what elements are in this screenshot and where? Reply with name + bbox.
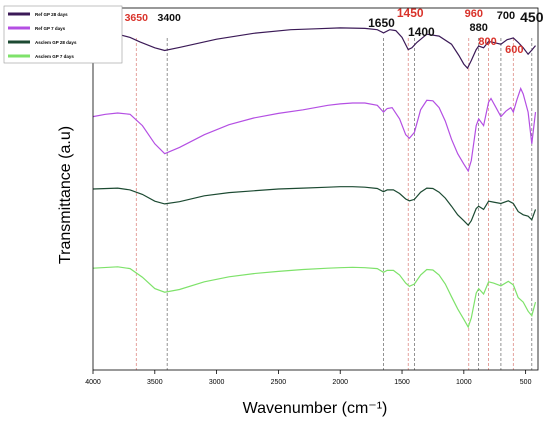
x-tick-label-3500: 3500 xyxy=(147,379,163,386)
band-guide-lines xyxy=(135,38,533,370)
series-line-1 xyxy=(92,27,536,70)
x-tick-label-4000: 4000 xyxy=(85,379,101,386)
series-line-3 xyxy=(92,186,537,227)
x-tick-label-500: 500 xyxy=(520,379,532,386)
series-line-4 xyxy=(92,266,537,329)
legend-label-4: Asclem GP 7 days xyxy=(35,54,74,59)
spectra-layer xyxy=(92,27,537,329)
y-axis-label: Transmittance (a.u) xyxy=(57,126,74,264)
band-label-3400: 3400 xyxy=(157,12,181,24)
band-label-1450: 1450 xyxy=(397,6,424,20)
band-label-800: 800 xyxy=(478,36,496,48)
band-label-960: 960 xyxy=(465,8,483,20)
legend-label-3: Asclem GP 28 days xyxy=(35,40,77,45)
plot-frame xyxy=(92,7,539,371)
band-label-1650: 1650 xyxy=(368,16,395,30)
x-axis-label: Wavenumber (cm⁻¹) xyxy=(243,400,388,417)
legend-label-1: Ref GP 28 days xyxy=(35,12,68,17)
x-tick-label-2500: 2500 xyxy=(271,379,287,386)
band-label-450: 450 xyxy=(520,9,544,25)
x-tick-label-2000: 2000 xyxy=(332,379,348,386)
band-label-3650: 3650 xyxy=(125,12,149,24)
x-tick-label-3000: 3000 xyxy=(209,379,225,386)
legend: Ref GP 28 days Ref GP 7 days Asclem GP 28 … xyxy=(3,5,123,64)
band-label-880: 880 xyxy=(469,22,487,34)
band-label-600: 600 xyxy=(505,44,523,56)
band-label-700: 700 xyxy=(497,10,515,22)
x-tick-label-1000: 1000 xyxy=(456,379,472,386)
x-tick-label-1500: 1500 xyxy=(394,379,410,386)
legend-label-2: Ref GP 7 days xyxy=(35,26,66,31)
band-label-1400: 1400 xyxy=(408,25,435,39)
x-axis-ticks: 4000 3500 3000 2500 2000 1500 1000 500 xyxy=(85,370,532,386)
series-line-2 xyxy=(92,86,537,173)
